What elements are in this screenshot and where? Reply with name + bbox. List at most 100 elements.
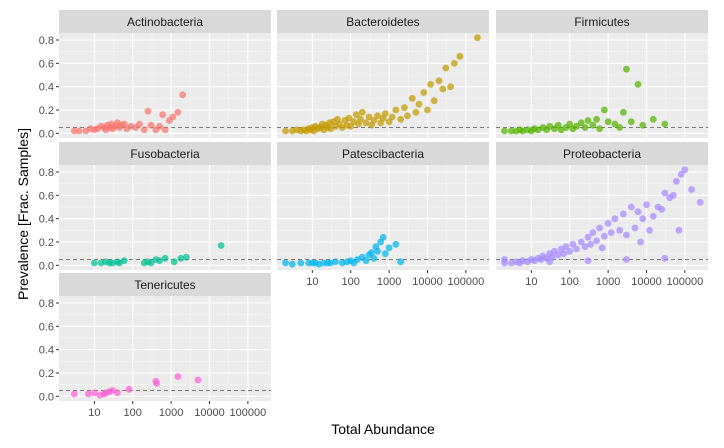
data-point bbox=[587, 240, 595, 248]
data-point bbox=[611, 215, 619, 223]
data-point bbox=[174, 373, 182, 380]
data-point bbox=[573, 122, 580, 130]
data-point bbox=[634, 80, 642, 88]
data-point bbox=[456, 52, 464, 60]
data-point bbox=[623, 65, 630, 73]
facet-strip-label: Tenericutes bbox=[134, 278, 195, 292]
data-point bbox=[392, 240, 400, 248]
data-point bbox=[161, 126, 169, 134]
data-point bbox=[584, 233, 592, 241]
data-point bbox=[634, 208, 642, 216]
facet-strip bbox=[59, 273, 271, 296]
data-point bbox=[400, 104, 408, 112]
y-tick-label: 0.8 bbox=[39, 35, 54, 47]
data-point bbox=[156, 257, 163, 265]
y-tick-label: 0.2 bbox=[39, 105, 54, 117]
facet-panel: Proteobacteria 10 100 1000 10000 100000 bbox=[496, 142, 708, 288]
data-point bbox=[194, 376, 202, 384]
data-point bbox=[427, 80, 434, 88]
data-point bbox=[600, 106, 608, 114]
data-point bbox=[153, 380, 161, 387]
data-point bbox=[681, 166, 689, 174]
data-point bbox=[589, 121, 597, 129]
data-point bbox=[156, 122, 163, 130]
data-point bbox=[430, 97, 438, 105]
data-point bbox=[177, 254, 185, 262]
data-point bbox=[144, 107, 152, 115]
data-point bbox=[345, 114, 353, 122]
data-point bbox=[388, 113, 396, 121]
facet-strip bbox=[277, 142, 489, 165]
data-point bbox=[370, 254, 378, 262]
data-point bbox=[581, 243, 589, 251]
data-point bbox=[627, 118, 635, 126]
facet-strip bbox=[277, 10, 489, 33]
data-point bbox=[392, 106, 400, 114]
data-point bbox=[546, 258, 554, 266]
plot-background bbox=[59, 296, 271, 401]
x-tick-label: 10 bbox=[525, 276, 537, 288]
data-point bbox=[658, 205, 666, 213]
data-point bbox=[619, 210, 627, 218]
x-tick-label: 10 bbox=[306, 276, 318, 288]
panels-layer: Actinobacteria 0.0 0.2 0.4 0.6 0.8 Bacteroidet… bbox=[39, 10, 708, 419]
x-tick-label: 10000 bbox=[194, 407, 225, 419]
data-point bbox=[616, 124, 624, 131]
data-point bbox=[604, 219, 612, 227]
facet-strip bbox=[59, 142, 271, 165]
data-point bbox=[507, 127, 515, 135]
facet-strip bbox=[496, 142, 708, 165]
data-point bbox=[584, 257, 592, 265]
data-point bbox=[147, 259, 155, 267]
data-point bbox=[596, 125, 604, 133]
data-point bbox=[584, 117, 592, 124]
data-point bbox=[365, 113, 373, 121]
x-tick-label: 1000 bbox=[377, 276, 401, 288]
data-point bbox=[282, 259, 289, 267]
y-tick-label: 0.4 bbox=[39, 82, 54, 94]
data-point bbox=[397, 115, 405, 123]
plot-background bbox=[59, 165, 271, 270]
x-tick-label: 100000 bbox=[667, 276, 704, 288]
data-point bbox=[598, 244, 606, 252]
data-point bbox=[424, 106, 431, 114]
data-point bbox=[374, 112, 381, 120]
facet-strip-label: Firmicutes bbox=[574, 15, 629, 29]
x-tick-label: 100000 bbox=[448, 276, 485, 288]
data-point bbox=[447, 83, 455, 91]
data-point bbox=[501, 127, 508, 135]
facet-strip-label: Patescibacteria bbox=[342, 147, 424, 161]
data-point bbox=[379, 233, 387, 241]
facet-panel: Bacteroidetes bbox=[277, 10, 489, 138]
data-point bbox=[661, 120, 669, 128]
x-tick-label: 10 bbox=[88, 407, 100, 419]
facet-panel: Actinobacteria 0.0 0.2 0.4 0.6 0.8 bbox=[39, 10, 271, 140]
data-point bbox=[600, 232, 608, 240]
y-tick-label: 0.4 bbox=[39, 345, 54, 357]
data-point bbox=[415, 100, 423, 108]
data-point bbox=[282, 127, 289, 135]
data-point bbox=[593, 237, 600, 245]
data-point bbox=[611, 120, 619, 128]
y-tick-label: 0.8 bbox=[39, 167, 54, 179]
data-point bbox=[161, 254, 169, 262]
y-tick-label: 0.0 bbox=[39, 260, 54, 272]
data-point bbox=[408, 94, 416, 102]
data-point bbox=[358, 108, 366, 116]
data-point bbox=[404, 112, 411, 120]
data-point bbox=[381, 250, 389, 258]
x-tick-label: 100 bbox=[561, 276, 579, 288]
data-point bbox=[649, 115, 657, 123]
data-point bbox=[90, 259, 98, 267]
data-point bbox=[637, 238, 644, 246]
data-point bbox=[136, 120, 143, 128]
facet-panel: Fusobacteria 0.0 0.2 0.4 0.6 0.8 bbox=[39, 142, 271, 272]
data-point bbox=[573, 245, 580, 253]
data-point bbox=[669, 191, 677, 199]
data-point bbox=[450, 59, 458, 67]
data-point bbox=[619, 108, 627, 116]
data-point bbox=[114, 389, 121, 397]
data-point bbox=[288, 260, 296, 268]
data-point bbox=[675, 226, 683, 234]
data-point bbox=[607, 229, 615, 237]
